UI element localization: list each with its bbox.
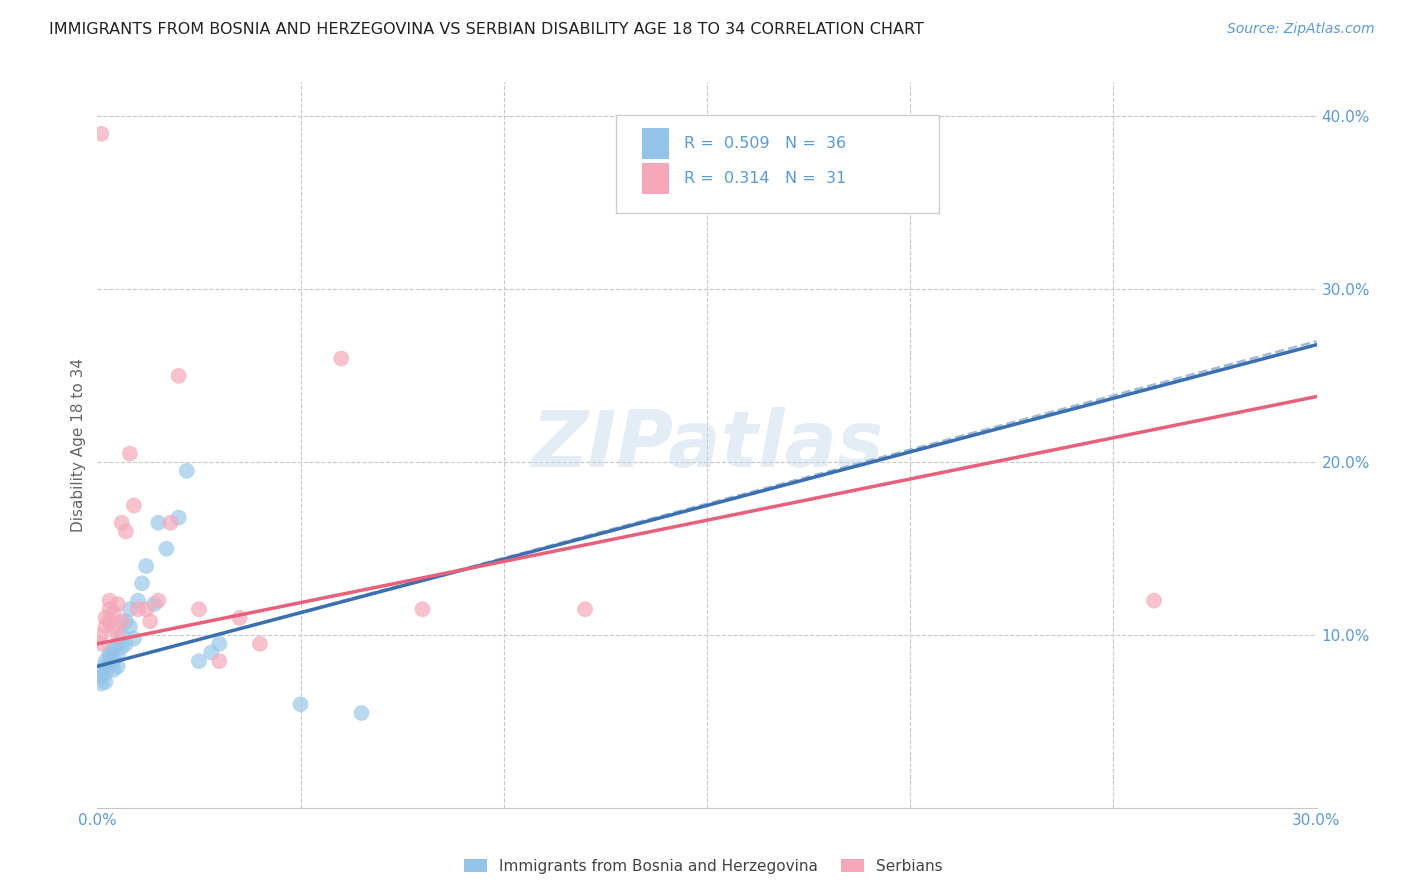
Point bbox=[94, 619, 117, 633]
Text: R =  0.314   N =  31: R = 0.314 N = 31 bbox=[683, 171, 846, 186]
Point bbox=[127, 602, 149, 616]
Point bbox=[103, 642, 125, 657]
Point bbox=[159, 516, 181, 530]
Point bbox=[107, 637, 129, 651]
Point bbox=[98, 648, 121, 663]
Point bbox=[111, 640, 134, 655]
Point bbox=[114, 524, 136, 539]
Bar bbox=[643, 128, 669, 159]
Point bbox=[148, 593, 170, 607]
Point bbox=[90, 127, 112, 141]
Point bbox=[200, 645, 222, 659]
Point bbox=[118, 447, 141, 461]
Point bbox=[118, 619, 141, 633]
Point bbox=[127, 593, 149, 607]
Point bbox=[103, 663, 125, 677]
Point bbox=[107, 659, 129, 673]
Point bbox=[188, 654, 211, 668]
Point bbox=[107, 628, 129, 642]
Point bbox=[122, 632, 145, 646]
Point bbox=[249, 637, 271, 651]
Point bbox=[167, 510, 190, 524]
Point bbox=[148, 516, 170, 530]
Text: R =  0.509   N =  36: R = 0.509 N = 36 bbox=[683, 136, 846, 151]
Point bbox=[208, 654, 231, 668]
Point bbox=[330, 351, 353, 366]
Point bbox=[111, 615, 134, 629]
Y-axis label: Disability Age 18 to 34: Disability Age 18 to 34 bbox=[72, 358, 86, 532]
Point bbox=[135, 602, 157, 616]
Point bbox=[90, 637, 112, 651]
Point bbox=[111, 516, 134, 530]
Point bbox=[107, 648, 129, 663]
Legend: Immigrants from Bosnia and Herzegovina, Serbians: Immigrants from Bosnia and Herzegovina, … bbox=[457, 853, 949, 880]
Point bbox=[94, 674, 117, 689]
Point bbox=[98, 645, 121, 659]
Point bbox=[139, 615, 162, 629]
Point bbox=[103, 619, 125, 633]
Point bbox=[98, 657, 121, 672]
Point bbox=[290, 698, 312, 712]
Point bbox=[114, 615, 136, 629]
Point bbox=[94, 659, 117, 673]
Point bbox=[208, 637, 231, 651]
Point bbox=[176, 464, 198, 478]
Point bbox=[98, 602, 121, 616]
Text: ZIPatlas: ZIPatlas bbox=[531, 407, 883, 483]
Point bbox=[411, 602, 433, 616]
Point bbox=[111, 628, 134, 642]
Point bbox=[114, 637, 136, 651]
Text: Source: ZipAtlas.com: Source: ZipAtlas.com bbox=[1227, 22, 1375, 37]
Point bbox=[98, 615, 121, 629]
Bar bbox=[643, 163, 669, 194]
Point bbox=[94, 611, 117, 625]
Point bbox=[94, 654, 117, 668]
Point bbox=[574, 602, 596, 616]
Point bbox=[135, 559, 157, 574]
Point bbox=[90, 628, 112, 642]
Point bbox=[131, 576, 153, 591]
Text: IMMIGRANTS FROM BOSNIA AND HERZEGOVINA VS SERBIAN DISABILITY AGE 18 TO 34 CORREL: IMMIGRANTS FROM BOSNIA AND HERZEGOVINA V… bbox=[49, 22, 924, 37]
FancyBboxPatch shape bbox=[616, 114, 939, 212]
Point bbox=[98, 593, 121, 607]
Point bbox=[90, 676, 112, 690]
Point bbox=[122, 499, 145, 513]
Point bbox=[90, 670, 112, 684]
Point bbox=[228, 611, 250, 625]
Point bbox=[94, 666, 117, 681]
Point bbox=[188, 602, 211, 616]
Point bbox=[155, 541, 177, 556]
Point bbox=[90, 663, 112, 677]
Point bbox=[143, 597, 166, 611]
Point bbox=[167, 368, 190, 383]
Point bbox=[103, 652, 125, 666]
Point bbox=[1143, 593, 1166, 607]
Point bbox=[103, 606, 125, 620]
Point bbox=[350, 706, 373, 720]
Point bbox=[118, 602, 141, 616]
Point bbox=[107, 597, 129, 611]
